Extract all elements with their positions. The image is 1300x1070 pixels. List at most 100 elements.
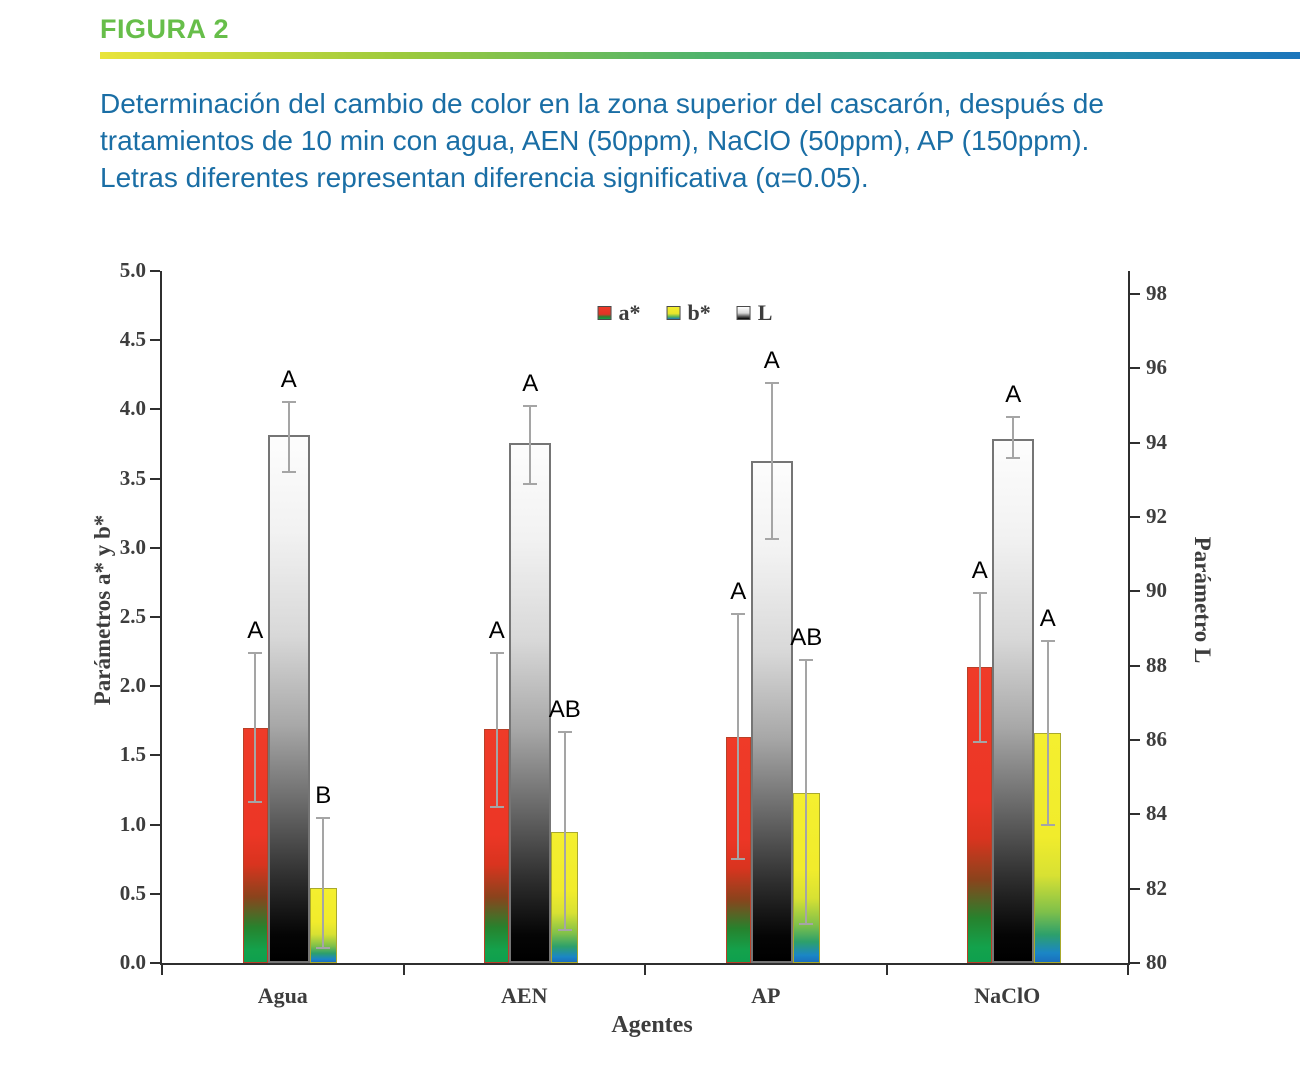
left-axis-tick: [150, 616, 160, 618]
right-tick-label: 96: [1146, 355, 1167, 380]
error-bar-cap-top: [764, 382, 779, 385]
left-axis-tick: [150, 823, 160, 826]
significance-letter: A: [247, 616, 264, 644]
error-bar-cap-bottom: [557, 928, 572, 931]
error-bar-cap-bottom: [489, 805, 504, 808]
category-label: AP: [751, 983, 781, 1008]
legend-swatch-a: [597, 306, 612, 320]
error-bar-cap-top: [523, 404, 538, 407]
significance-letter: A: [1005, 380, 1022, 408]
error-bar-cap-top: [731, 613, 746, 616]
left-tick-label: 5.0: [119, 258, 146, 282]
error-bar-cap-top: [248, 651, 263, 654]
category-label: Agua: [257, 983, 308, 1008]
error-bar-line: [770, 383, 773, 540]
right-axis-tick: [1130, 664, 1140, 667]
error-bar-cap-top: [799, 658, 814, 661]
error-bar-cap-bottom: [1040, 823, 1055, 826]
x-axis-tick: [161, 965, 163, 975]
right-axis-tick: [1130, 293, 1140, 295]
right-axis-tick: [1130, 441, 1140, 444]
error-bar-cap-top: [281, 400, 296, 403]
right-axis-tick: [1130, 739, 1140, 741]
error-bar-cap-top: [557, 730, 572, 733]
error-bar-line: [805, 659, 808, 925]
error-bar-cap-bottom: [523, 482, 538, 485]
bottom-axis-line: [160, 963, 1130, 965]
bar-L-Agua: [267, 435, 310, 963]
error-bar-cap-top: [1040, 639, 1055, 642]
error-bar-cap-bottom: [316, 946, 331, 949]
significance-letter: A: [763, 347, 780, 375]
significance-letter: B: [315, 781, 332, 809]
right-tick-label: 80: [1146, 950, 1167, 974]
right-axis-tick: [1130, 962, 1140, 964]
significance-letter: A: [1039, 604, 1056, 632]
right-tick-label: 94: [1146, 429, 1167, 454]
left-tick-label: 2.0: [119, 673, 146, 698]
right-tick-label: 82: [1146, 875, 1167, 900]
error-bar-cap-top: [972, 592, 987, 595]
error-bar-cap-top: [489, 651, 504, 654]
error-bar-cap-bottom: [1006, 456, 1021, 459]
gradient-rule: [100, 52, 1300, 59]
caption-line-3: Letras diferentes representan diferencia…: [100, 162, 869, 193]
error-bar-line: [978, 593, 981, 742]
significance-letter: A: [488, 616, 505, 644]
right-tick-label: 92: [1146, 504, 1167, 528]
legend-label: b*: [687, 300, 711, 325]
legend-label: a*: [618, 300, 641, 325]
left-axis-tick: [150, 892, 160, 895]
error-bar-line: [322, 817, 325, 948]
bar-L-AEN: [509, 442, 552, 963]
caption-line-1: Determinación del cambio de color en la …: [100, 88, 1104, 119]
right-axis-tick: [1130, 590, 1140, 593]
left-axis-tick: [150, 546, 160, 549]
error-bar-line: [1012, 416, 1015, 458]
left-tick-label: 1.5: [119, 742, 146, 767]
right-axis-tick: [1130, 367, 1140, 370]
figure-caption: Determinación del cambio de color en la …: [100, 85, 1230, 196]
legend-item-a: a*: [597, 300, 641, 326]
error-bar-cap-top: [316, 816, 331, 819]
right-axis-title: Parámetro L: [1190, 536, 1215, 664]
error-bar-cap-bottom: [764, 538, 779, 541]
chart-legend: a* b* L: [597, 300, 773, 326]
right-tick-label: 88: [1146, 652, 1167, 677]
category-label: AEN: [501, 983, 548, 1008]
left-tick-label: 1.0: [119, 811, 146, 836]
left-axis-line: [160, 271, 162, 963]
x-axis-tick: [885, 965, 888, 975]
left-axis-tick: [150, 685, 160, 688]
right-tick-label: 86: [1146, 727, 1167, 751]
error-bar-cap-bottom: [731, 858, 746, 861]
left-axis-tick: [150, 962, 160, 964]
left-axis-tick: [150, 270, 160, 272]
left-tick-label: 0.0: [119, 950, 146, 974]
legend-label: L: [757, 300, 773, 325]
significance-letter: A: [730, 578, 747, 606]
legend-item-b: b*: [666, 300, 711, 326]
left-axis-tick: [150, 754, 160, 757]
left-tick-label: 4.5: [119, 327, 146, 352]
x-axis-tick: [402, 965, 405, 975]
left-tick-label: 4.0: [119, 396, 146, 421]
bar-b*-NaClO: [1034, 733, 1062, 963]
right-axis-tick: [1130, 887, 1140, 890]
error-bar-line: [287, 401, 290, 473]
left-tick-label: 2.5: [119, 604, 146, 628]
x-axis-tick: [1127, 965, 1129, 975]
category-label: NaClO: [974, 983, 1041, 1008]
left-tick-label: 3.0: [119, 534, 146, 559]
right-axis-line: [1128, 271, 1130, 963]
left-tick-label: 0.5: [119, 880, 146, 905]
x-axis-tick: [644, 965, 646, 975]
significance-letter: AB: [790, 623, 823, 651]
error-bar-cap-bottom: [972, 740, 987, 743]
error-bar-line: [737, 614, 740, 860]
right-axis-tick: [1130, 516, 1140, 518]
left-axis-tick: [150, 477, 160, 480]
caption-line-2: tratamientos de 10 min con agua, AEN (50…: [100, 125, 1090, 156]
error-bar-cap-top: [1006, 415, 1021, 418]
